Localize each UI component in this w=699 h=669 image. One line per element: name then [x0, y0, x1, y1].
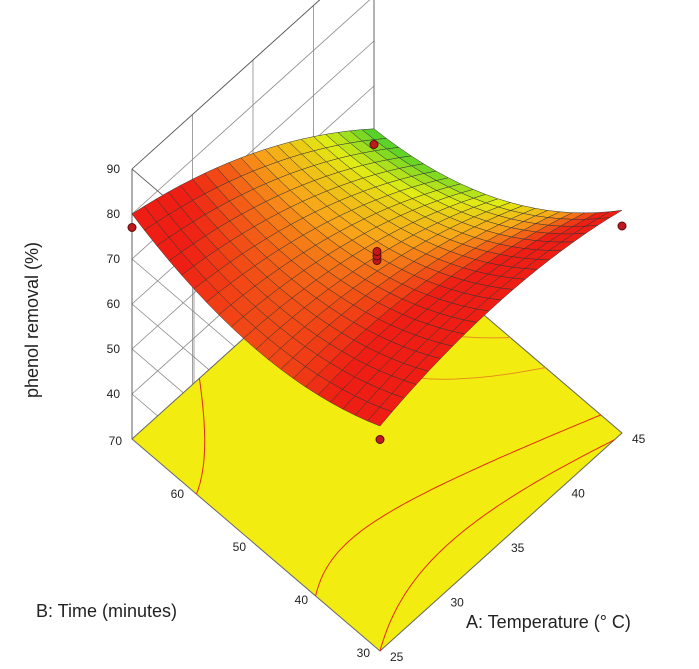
tick-labels: 40 50 60 70 80 90 30 40 50 60 70 25 30 35 40 45 — [107, 162, 646, 664]
x-tick-label: 40 — [572, 487, 586, 501]
wall-edge — [131, 0, 321, 170]
design-point — [375, 435, 385, 444]
x-tick-label: 45 — [632, 432, 646, 446]
y-tick-label: 70 — [109, 434, 123, 448]
y-tick-label: 50 — [233, 540, 247, 554]
design-point — [127, 223, 137, 232]
x-axis-label: A: Temperature (° C) — [466, 612, 631, 632]
surface-cell — [367, 406, 393, 427]
y-axis-label: B: Time (minutes) — [36, 601, 177, 621]
y-tick-label: 40 — [295, 593, 309, 607]
design-points — [127, 140, 627, 444]
design-point — [617, 221, 627, 231]
z-tick-label: 90 — [107, 162, 121, 176]
z-tick-label: 70 — [107, 252, 121, 266]
y-tick-label: 30 — [357, 646, 371, 660]
response-surface — [131, 128, 623, 427]
z-tick-label: 60 — [107, 297, 121, 311]
contour-line — [379, 439, 615, 652]
wall-grid-line — [131, 0, 371, 215]
x-tick-label: 25 — [390, 650, 404, 664]
contour-line — [196, 378, 602, 597]
design-point — [372, 247, 382, 256]
x-tick-label: 35 — [511, 541, 525, 555]
design-point — [369, 140, 379, 149]
z-axis-label: phenol removal (%) — [22, 242, 42, 398]
y-tick-label: 60 — [171, 487, 185, 501]
z-tick-label: 50 — [107, 342, 121, 356]
z-tick-label: 80 — [107, 207, 121, 221]
x-tick-label: 30 — [451, 596, 465, 610]
z-tick-label: 40 — [107, 387, 121, 401]
